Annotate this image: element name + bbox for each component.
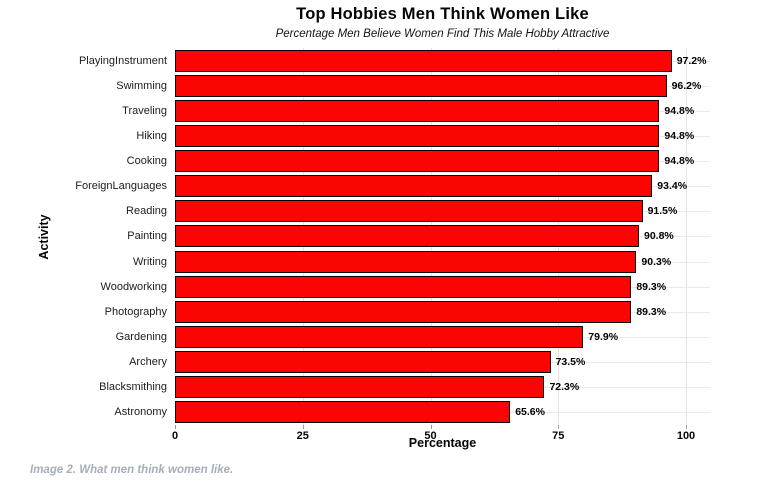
chart-title: Top Hobbies Men Think Women Like: [296, 5, 589, 23]
bar-row: Traveling 94.8%: [122, 98, 710, 123]
bar: [175, 351, 551, 374]
category-label: Gardening: [115, 331, 167, 344]
chart-subtitle: Percentage Men Believe Women Find This M…: [275, 28, 610, 40]
bar: [175, 74, 667, 97]
bar-row: Writing 90.3%: [133, 249, 710, 274]
x-tick-label: 75: [552, 430, 565, 442]
bar: [175, 325, 584, 348]
bar-value-label: 72.3%: [549, 381, 580, 394]
category-label: Blacksmithing: [99, 381, 167, 394]
bar-row: Woodworking 89.3%: [101, 274, 710, 299]
bar-row: ForeignLanguages 93.4%: [75, 174, 710, 199]
bar: [175, 124, 660, 147]
figure-caption: Image 2. What men think women like.: [30, 464, 234, 476]
bar-row: Reading 91.5%: [126, 199, 710, 224]
bar-row: Photography 89.3%: [105, 299, 710, 324]
category-label: Reading: [126, 205, 167, 218]
plot-area: 0 25 50 75 100 PlayingInstrument 97.2% Swimming…: [75, 48, 710, 442]
bar-value-label: 97.2%: [676, 54, 707, 67]
bar: [175, 275, 632, 298]
bar-row: Gardening 79.9%: [116, 324, 710, 349]
bar-value-label: 94.8%: [664, 155, 695, 168]
bar-value-label: 90.8%: [643, 230, 674, 243]
bar: [175, 49, 672, 72]
category-label: Cooking: [126, 155, 167, 168]
bar-value-label: 93.4%: [657, 180, 688, 193]
category-label: Traveling: [122, 104, 167, 117]
category-label: Photography: [104, 305, 167, 318]
bar-row: Astronomy 65.6%: [114, 400, 710, 425]
category-label: ForeignLanguages: [75, 180, 167, 193]
bar-value-label: 94.8%: [664, 104, 695, 117]
bar-row: Cooking 94.8%: [127, 149, 710, 174]
category-label: Astronomy: [114, 406, 167, 419]
bar: [175, 150, 660, 173]
bar-row: Painting 90.8%: [127, 224, 710, 249]
bar: [175, 200, 643, 223]
x-tick-label: 50: [424, 430, 437, 442]
x-tick-mark: [175, 425, 176, 429]
category-label: Hiking: [136, 129, 167, 142]
bar-row: Hiking 94.8%: [136, 123, 710, 148]
x-tick-label: 0: [171, 430, 179, 442]
x-axis-label: Percentage: [408, 436, 477, 450]
bar-value-label: 91.5%: [647, 205, 678, 218]
bar-value-label: 79.9%: [588, 330, 619, 343]
bar-value-label: 89.3%: [636, 305, 667, 318]
x-tick-mark: [558, 425, 560, 429]
bar: [175, 99, 660, 122]
category-label: Woodworking: [100, 280, 167, 293]
bar-row: PlayingInstrument 97.2%: [79, 48, 710, 73]
bar: [175, 300, 632, 323]
x-tick-mark: [430, 425, 432, 429]
bar-value-label: 90.3%: [641, 255, 672, 268]
bar-row: Archery 73.5%: [129, 350, 710, 375]
bar-row: Swimming 96.2%: [116, 73, 710, 98]
x-tick-mark: [302, 425, 304, 429]
bar-value-label: 65.6%: [515, 406, 545, 419]
y-axis-label: Activity: [37, 214, 51, 260]
category-label: PlayingInstrument: [78, 54, 167, 67]
x-tick-label: 25: [296, 430, 309, 442]
x-tick-mark: [686, 425, 687, 429]
bar: [175, 401, 511, 424]
bar-value-label: 73.5%: [555, 356, 586, 369]
bar: [175, 250, 637, 273]
bar: [175, 175, 653, 198]
category-label: Writing: [132, 255, 167, 268]
bar-value-label: 89.3%: [636, 280, 667, 293]
bar: [175, 225, 639, 248]
bar-row: Blacksmithing 72.3%: [99, 375, 710, 400]
category-label: Archery: [129, 356, 167, 369]
category-label: Swimming: [116, 79, 167, 92]
x-tick-label: 100: [676, 430, 696, 442]
bar: [175, 376, 545, 399]
bar-value-label: 96.2%: [671, 79, 702, 92]
category-label: Painting: [127, 230, 167, 243]
bar-value-label: 94.8%: [664, 129, 695, 142]
